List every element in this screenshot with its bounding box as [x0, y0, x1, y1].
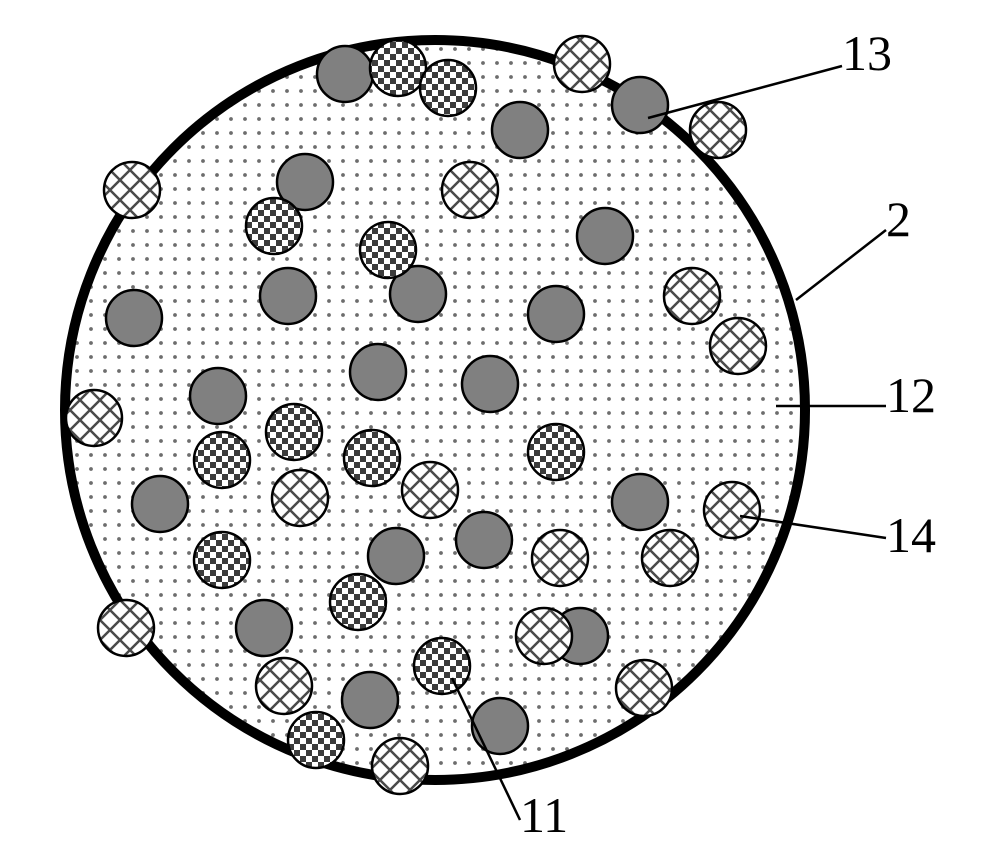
particle-solid — [612, 474, 668, 530]
leader-line-2 — [796, 230, 886, 300]
leader-line-13 — [648, 66, 842, 118]
particle-solid — [317, 46, 373, 102]
particle-cross — [690, 102, 746, 158]
particle-solid — [350, 344, 406, 400]
particle-checker — [370, 40, 426, 96]
particle-checker — [330, 574, 386, 630]
particle-cross — [372, 738, 428, 794]
particle-solid — [190, 368, 246, 424]
particle-checker — [194, 532, 250, 588]
particle-cross — [516, 608, 572, 664]
particle-cross — [642, 530, 698, 586]
particle-solid — [236, 600, 292, 656]
particle-cross — [710, 318, 766, 374]
particle-checker — [414, 638, 470, 694]
particle-cross — [256, 658, 312, 714]
particle-cross — [616, 660, 672, 716]
particle-solid — [528, 286, 584, 342]
particle-checker — [266, 404, 322, 460]
callout-label-11: 11 — [520, 786, 568, 844]
particle-checker — [288, 712, 344, 768]
particle-cross — [402, 462, 458, 518]
callout-label-13: 13 — [842, 24, 892, 82]
particle-checker — [360, 222, 416, 278]
cross-section-diagram — [0, 0, 1000, 827]
particle-solid — [472, 698, 528, 754]
particle-solid — [577, 208, 633, 264]
particle-cross — [442, 162, 498, 218]
particle-solid — [260, 268, 316, 324]
particle-checker — [246, 198, 302, 254]
particle-checker — [528, 424, 584, 480]
particle-solid — [612, 77, 668, 133]
particle-cross — [272, 470, 328, 526]
particle-cross — [664, 268, 720, 324]
particle-solid — [106, 290, 162, 346]
callout-label-12: 12 — [886, 366, 936, 424]
particle-checker — [194, 432, 250, 488]
particle-cross — [554, 36, 610, 92]
particle-solid — [132, 476, 188, 532]
callout-label-14: 14 — [886, 506, 936, 564]
particle-cross — [104, 162, 160, 218]
particle-checker — [344, 430, 400, 486]
particle-cross — [704, 482, 760, 538]
particle-checker — [420, 60, 476, 116]
callout-label-2: 2 — [886, 190, 911, 248]
particle-solid — [492, 102, 548, 158]
particle-solid — [456, 512, 512, 568]
particle-cross — [532, 530, 588, 586]
particle-cross — [98, 600, 154, 656]
particle-solid — [462, 356, 518, 412]
particle-solid — [368, 528, 424, 584]
particle-cross — [66, 390, 122, 446]
particle-solid — [342, 672, 398, 728]
